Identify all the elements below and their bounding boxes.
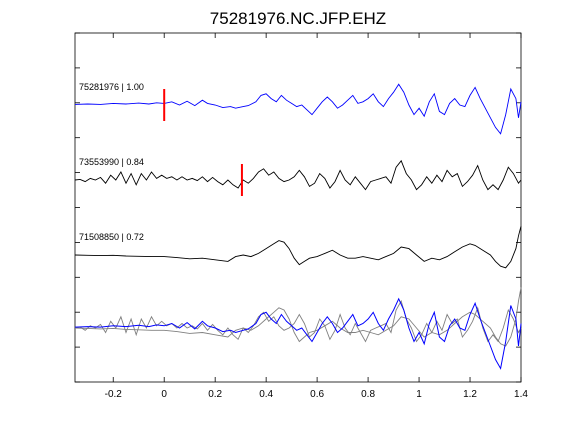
x-tick-label: 1 bbox=[416, 389, 422, 400]
x-tick-label: 0.4 bbox=[259, 389, 273, 400]
chart-title: 75281976.NC.JFP.EHZ bbox=[210, 9, 386, 28]
overlay-trace-2 bbox=[74, 287, 522, 347]
x-tick-label: 1.2 bbox=[463, 389, 477, 400]
trace-0-label: 75281976 | 1.00 bbox=[79, 82, 144, 92]
x-tick-label: 1.4 bbox=[514, 389, 528, 400]
x-tick-label: 0.2 bbox=[208, 389, 222, 400]
overlay-trace-1 bbox=[74, 299, 522, 343]
trace-2-label: 71508850 | 0.72 bbox=[79, 232, 144, 242]
trace-1-line bbox=[74, 159, 522, 191]
overlay-traces bbox=[74, 287, 522, 370]
x-tick-label: 0.6 bbox=[310, 389, 324, 400]
x-tick-label: -0.2 bbox=[105, 389, 123, 400]
x-tick-label: 0 bbox=[161, 389, 167, 400]
trace-0-line bbox=[74, 83, 522, 135]
overlay-trace-0 bbox=[74, 297, 522, 370]
pick-markers bbox=[163, 89, 243, 196]
waveform-traces bbox=[74, 83, 522, 269]
x-axis-ticks: -0.2 0 0.2 0.4 0.6 0.8 1 1.2 1.4 bbox=[105, 33, 528, 400]
x-tick-label: 0.8 bbox=[361, 389, 375, 400]
trace-2-line bbox=[74, 226, 522, 269]
y-axis-ticks bbox=[75, 32, 521, 383]
trace-labels: 75281976 | 1.00 73553990 | 0.84 71508850 |… bbox=[79, 82, 144, 242]
trace-1-label: 73553990 | 0.84 bbox=[79, 157, 144, 167]
